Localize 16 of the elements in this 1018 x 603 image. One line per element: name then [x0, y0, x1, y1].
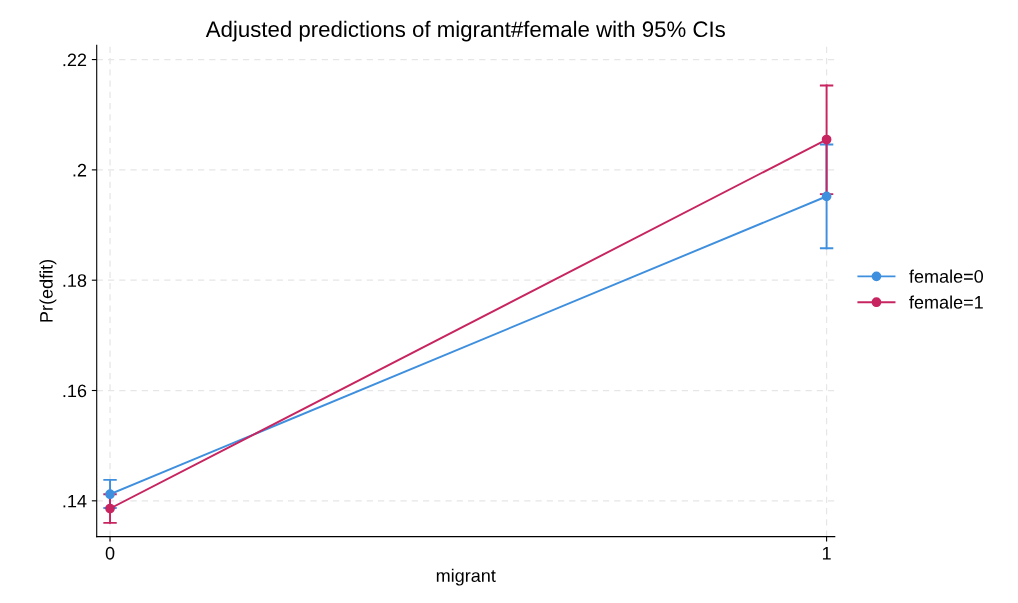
x-tick-label: 1: [822, 547, 831, 560]
y-tick-label: .16: [63, 384, 87, 398]
y-tick-label: .22: [63, 53, 87, 67]
x-tick-label: 0: [105, 546, 115, 560]
legend-label: female=0: [909, 269, 984, 283]
x-axis-title: migrant: [436, 568, 496, 586]
y-tick-label: .2: [73, 163, 87, 177]
point: [821, 134, 832, 145]
legend-label: female=1: [909, 295, 983, 309]
chart-title: Adjusted predictions of migrant#female with 95% CIs: [205, 20, 725, 42]
y-tick-label: .14: [63, 494, 87, 508]
point: [105, 503, 115, 514]
point: [105, 489, 115, 500]
point: [821, 191, 832, 202]
y-tick-label: .18: [63, 274, 87, 287]
y-axis-title: Pr(edfit): [39, 259, 57, 322]
